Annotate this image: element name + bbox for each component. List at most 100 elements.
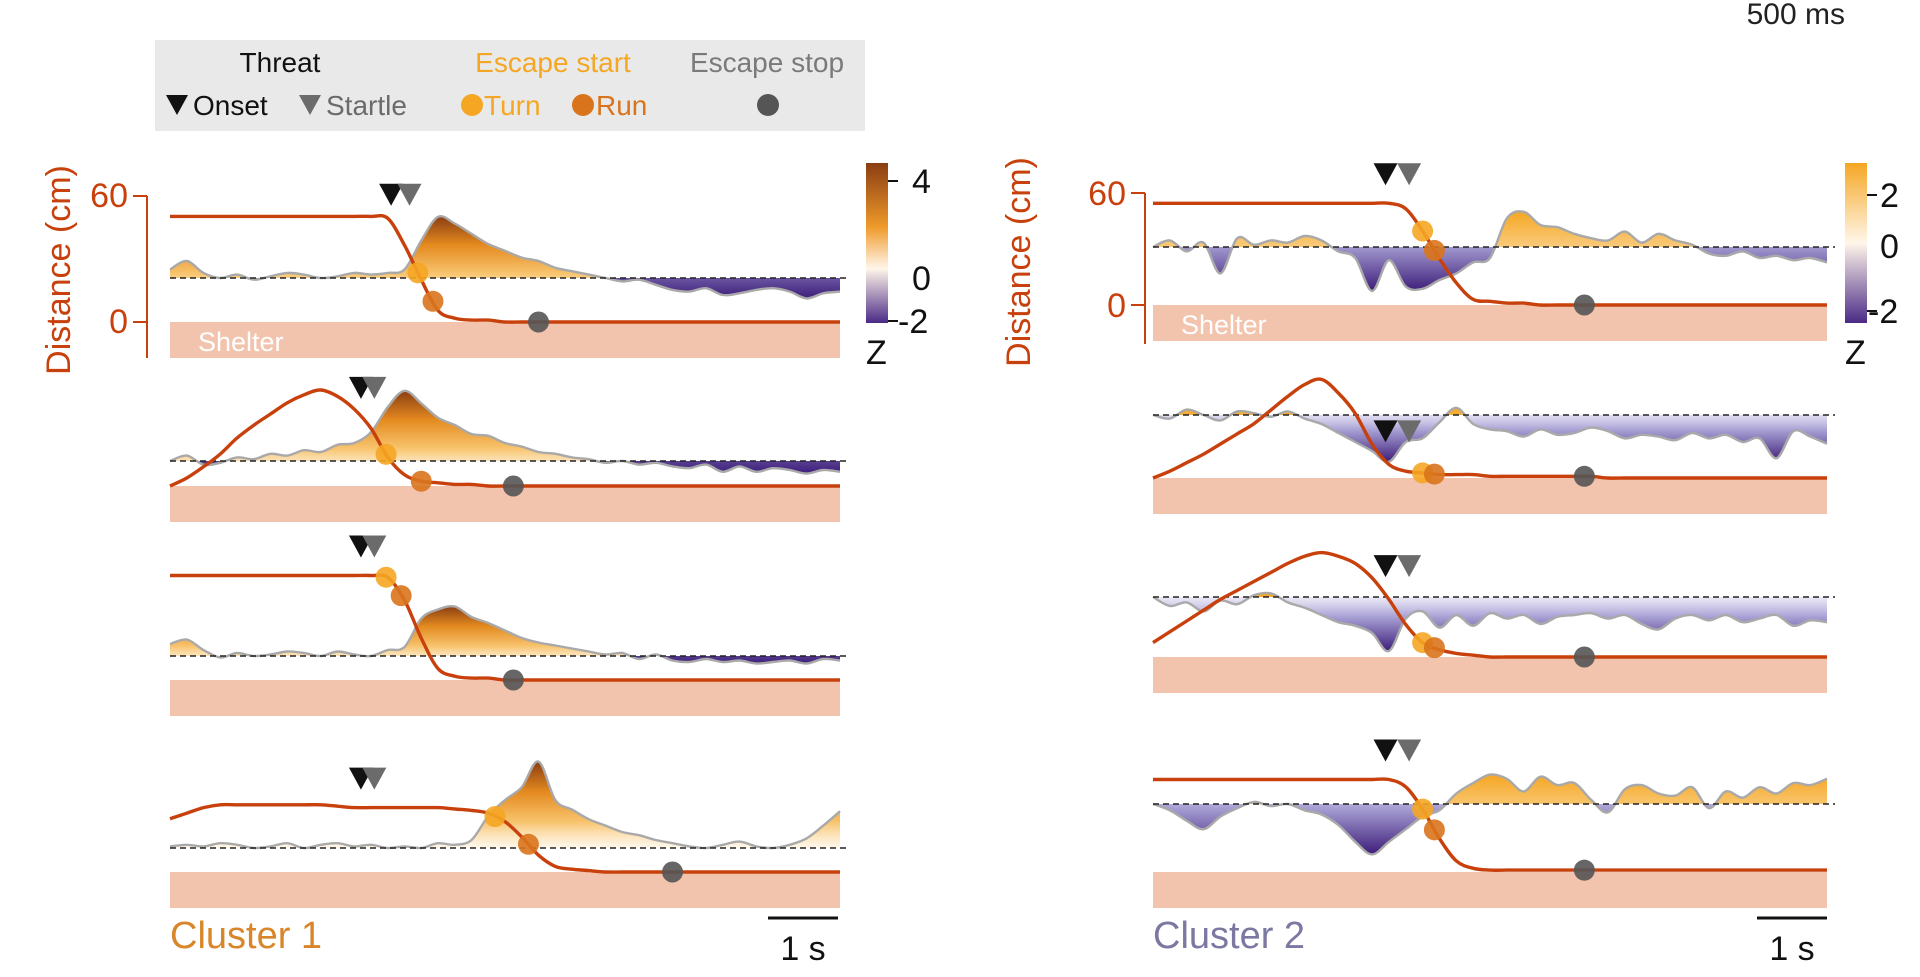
cluster2-trace4-z-negative-fill — [1153, 804, 1827, 855]
legend-startle-label: Startle — [326, 90, 407, 121]
trace-layer: Shelter Shelter — [169, 163, 1835, 908]
cluster2-colorbar-label-m2: -2 — [1868, 293, 1898, 331]
cluster1-trace2-z-positive-fill — [170, 390, 623, 461]
cluster1-trace2-run-marker — [410, 470, 432, 492]
cluster2-trace1-z-line — [1152, 210, 1828, 293]
legend-escape-start-header: Escape start — [475, 47, 631, 78]
cluster2-trace1-distance-line — [1153, 201, 1827, 307]
cluster1-ylabel: Distance (cm) — [40, 165, 78, 375]
cluster2-ytick-label-0: 0 — [1107, 287, 1126, 325]
cluster2-trace3-z-line — [1152, 591, 1828, 653]
legend: Threat Escape start Escape stop Onset St… — [155, 40, 865, 131]
cluster2-trace1-stop-marker — [1573, 294, 1595, 316]
cluster2-trace1-startle-marker — [1397, 163, 1422, 186]
legend-stop-marker — [757, 94, 779, 116]
cluster1-trace1-shelter-label: Shelter — [198, 327, 284, 357]
cluster1-trace4-turn-marker — [484, 806, 506, 828]
cluster2-scalebar-label: 1 s — [1769, 930, 1814, 968]
cluster1-scalebar-label: 1 s — [780, 930, 825, 968]
cluster1-trace3-turn-marker — [375, 566, 397, 588]
cluster1-ytick-label-0: 0 — [109, 303, 128, 341]
cluster1-colorbar-title: Z — [866, 334, 887, 372]
cluster2-colorbar-title: Z — [1845, 334, 1866, 372]
cluster1-colorbar-label-m2: -2 — [898, 303, 928, 341]
legend-background — [155, 40, 865, 131]
corner-label: 500 ms — [1747, 0, 1845, 31]
cluster2-trace2-startle-marker — [1397, 420, 1422, 443]
cluster1-colorbar: 4 0 -2 Z — [866, 163, 931, 372]
cluster1-trace4-distance-line — [169, 802, 840, 874]
cluster2-trace2-run-marker — [1423, 463, 1445, 485]
cluster2-trace1-z-positive-fill — [1153, 211, 1827, 248]
cluster2-trace1-turn-marker — [1412, 220, 1434, 242]
cluster1-trace2-z-negative-fill — [170, 461, 840, 474]
cluster2-title: Cluster 2 — [1153, 915, 1305, 957]
cluster2-axis: Distance (cm) 60 0 Cluster 2 1 s — [1000, 157, 1827, 968]
cluster1-trace4-run-marker — [517, 833, 539, 855]
legend-escape-stop-header: Escape stop — [690, 47, 844, 78]
cluster2-trace4-turn-marker — [1412, 798, 1434, 820]
cluster1-trace4-shelter — [170, 872, 840, 908]
legend-startle-marker — [299, 95, 321, 115]
cluster2-colorbar-label-2: 2 — [1880, 177, 1899, 215]
cluster2-trace1-shelter — [1153, 305, 1827, 341]
cluster2-colorbar-scale — [1845, 163, 1867, 323]
cluster2-trace3-run-marker — [1423, 637, 1445, 659]
cluster2-trace3-distance-line — [1152, 550, 1827, 659]
cluster2-trace4-distance-line — [1152, 777, 1827, 872]
cluster1-trace1-stop-marker — [528, 311, 549, 333]
legend-run-label: Run — [596, 90, 647, 121]
cluster1-trace1-turn-marker — [407, 262, 429, 284]
cluster1-trace3-run-marker — [390, 585, 412, 607]
cluster1-title: Cluster 1 — [170, 915, 322, 957]
cluster1-trace2-startle-marker — [362, 376, 387, 399]
cluster1-trace1-shelter — [170, 322, 840, 358]
cluster1-trace4-startle-marker — [362, 767, 387, 790]
cluster2-trace3-stop-marker — [1573, 646, 1595, 668]
cluster1-trace2-z-line — [169, 389, 841, 475]
cluster2-trace4-z-positive-fill — [1246, 774, 1827, 804]
legend-onset-marker — [166, 95, 188, 115]
cluster2-trace2-onset-marker — [1373, 420, 1398, 443]
cluster1-trace1-z-negative-fill — [170, 278, 840, 299]
cluster1-colorbar-scale — [866, 163, 888, 323]
legend-run-marker — [572, 94, 594, 116]
cluster2-colorbar: 2 0 -2 Z — [1845, 163, 1899, 372]
cluster2-trace1-shelter-label: Shelter — [1181, 310, 1267, 340]
cluster2-trace2-z-negative-fill — [1153, 415, 1827, 462]
legend-onset-label: Onset — [193, 90, 268, 121]
cluster2-trace4-stop-marker — [1573, 859, 1595, 881]
cluster2-trace2-distance-line — [1152, 377, 1827, 480]
cluster2-trace4-onset-marker — [1373, 739, 1398, 762]
cluster2-ytick-label-60: 60 — [1088, 175, 1126, 213]
cluster1-trace3-stop-marker — [502, 669, 524, 691]
cluster2-trace1-z-negative-fill — [1153, 247, 1827, 292]
cluster1-trace2-turn-marker — [375, 443, 397, 465]
cluster2-trace4-z-line — [1152, 773, 1828, 856]
cluster1-colorbar-label-0: 0 — [912, 260, 931, 298]
cluster2-trace4-run-marker — [1423, 819, 1445, 841]
cluster2-trace2-z-line — [1152, 406, 1828, 464]
cluster1-trace1-distance-line — [170, 213, 840, 324]
cluster2-ylabel: Distance (cm) — [1000, 157, 1038, 367]
cluster2-trace4-startle-marker — [1397, 739, 1422, 762]
cluster2-trace2-shelter — [1153, 478, 1827, 514]
cluster1-trace2-stop-marker — [502, 475, 524, 497]
cluster2-trace3-z-negative-fill — [1153, 597, 1827, 652]
cluster1-ytick-label-60: 60 — [90, 177, 128, 215]
cluster1-trace4-stop-marker — [662, 861, 683, 883]
cluster1-trace3-distance-line — [170, 573, 840, 682]
cluster2-colorbar-label-0: 0 — [1880, 228, 1899, 266]
cluster1-trace3-z-line — [169, 604, 841, 665]
cluster1-axis: Distance (cm) 60 0 Cluster 1 1 s — [40, 165, 838, 968]
cluster2-trace4-shelter — [1153, 872, 1827, 908]
cluster1-trace1-onset-marker — [379, 183, 404, 206]
cluster1-trace4-z-positive-fill — [170, 761, 840, 848]
cluster1-colorbar-label-4: 4 — [912, 163, 931, 201]
cluster1-trace4-z-line — [169, 760, 841, 850]
cluster1-trace3-z-negative-fill — [170, 656, 840, 664]
cluster2-trace1-run-marker — [1423, 239, 1445, 261]
cluster1-trace1-startle-marker — [397, 183, 422, 206]
cluster2-trace2-stop-marker — [1573, 465, 1595, 487]
